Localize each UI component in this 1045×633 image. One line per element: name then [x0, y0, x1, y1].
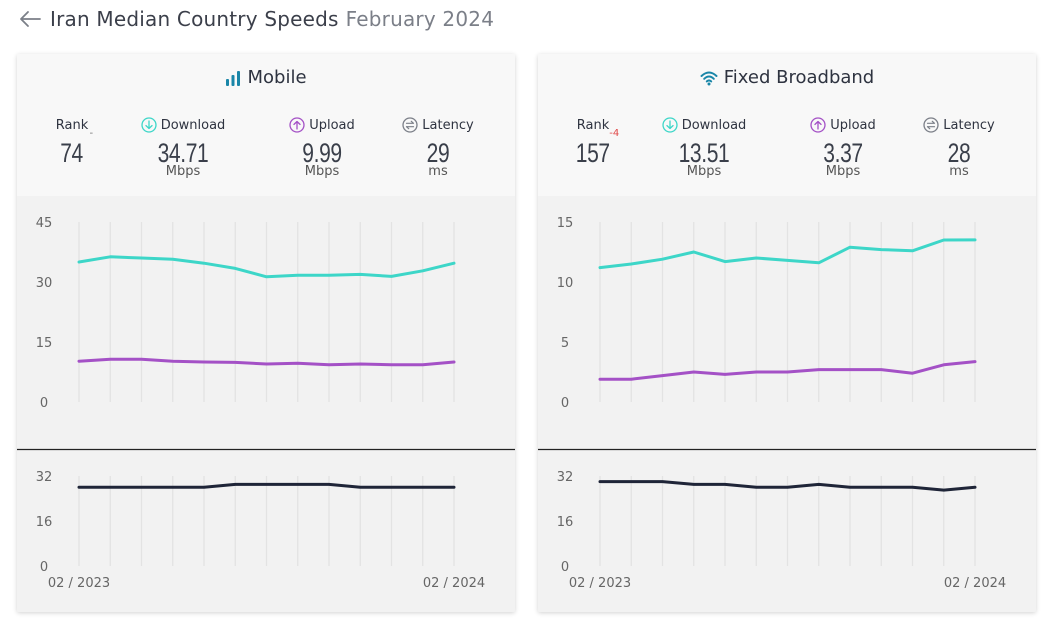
mobile-card: Mobile Rank 74 - Download 34.71 Mbps	[17, 54, 515, 612]
download-icon	[662, 117, 678, 133]
fixed-heading: Fixed Broadband	[538, 67, 1036, 88]
x-tick-label-start: 02 / 2023	[48, 576, 110, 591]
mobile-latency: Latency 29 ms	[383, 116, 493, 179]
latency-y-tick-label: 32	[557, 470, 574, 485]
page-date: February 2024	[345, 7, 495, 31]
fixed-download: Download 13.51 Mbps	[649, 116, 759, 179]
speed-y-tick-label: 0	[40, 396, 48, 411]
signal-bars-icon	[225, 70, 241, 86]
upload-icon	[810, 117, 826, 133]
rank-value: 74	[60, 138, 84, 168]
fixed-upload: Upload 3.37 Mbps	[788, 116, 898, 179]
rank-value: 157	[576, 138, 610, 168]
speed-y-tick-label: 45	[36, 216, 53, 231]
page-title: Iran Median Country Speeds	[50, 7, 339, 31]
latency-series-line	[77, 482, 456, 489]
fixed-rank: Rank 157 -4	[538, 116, 648, 169]
upload-series-line	[598, 360, 977, 381]
mobile-summary: Mobile Rank 74 - Download 34.71 Mbps	[17, 54, 515, 196]
latency-y-tick-label: 32	[36, 470, 53, 485]
speed-y-tick-label: 15	[36, 336, 53, 351]
download-value: 13.51	[678, 138, 730, 168]
download-value: 34.71	[157, 138, 209, 168]
latency-value: 29	[426, 138, 450, 168]
latency-y-tick-label: 0	[561, 560, 569, 575]
upload-label: Upload	[830, 117, 876, 133]
mobile-chart: 0 15 30 45 0 16 32 02 / 2023 02 / 2024	[17, 196, 515, 612]
x-tick-label-start: 02 / 2023	[569, 576, 631, 591]
mobile-download: Download 34.71 Mbps	[128, 116, 238, 179]
mobile-upload: Upload 9.99 Mbps	[267, 116, 377, 179]
download-label: Download	[681, 117, 747, 133]
fixed-title: Fixed Broadband	[723, 67, 875, 88]
latency-unit: ms	[949, 164, 969, 179]
x-tick-label-end: 02 / 2024	[423, 576, 485, 591]
upload-unit: Mbps	[825, 164, 861, 179]
latency-value: 28	[947, 138, 971, 168]
latency-series-line	[598, 480, 977, 492]
rank-label: Rank	[55, 117, 89, 133]
upload-unit: Mbps	[304, 164, 340, 179]
back-arrow-icon[interactable]	[18, 9, 42, 29]
latency-y-tick-label: 16	[557, 515, 574, 530]
mobile-title: Mobile	[247, 67, 307, 88]
download-unit: Mbps	[686, 164, 722, 179]
rank-delta: -4	[609, 128, 620, 139]
latency-unit: ms	[428, 164, 448, 179]
latency-icon	[402, 117, 418, 133]
speed-y-tick-label: 30	[36, 276, 53, 291]
x-tick-label-end: 02 / 2024	[944, 576, 1006, 591]
page-header: Iran Median Country Speeds February 2024	[18, 4, 494, 34]
download-icon	[141, 117, 157, 133]
download-label: Download	[160, 117, 226, 133]
download-series-line	[77, 255, 456, 279]
fixed-summary: Fixed Broadband Rank 157 -4 Download 13.…	[538, 54, 1036, 196]
fixed-latency: Latency 28 ms	[904, 116, 1014, 179]
upload-series-line	[77, 357, 456, 367]
wifi-icon	[700, 70, 718, 86]
fixed-chart: 0 5 10 15 0 16 32 02 / 2023 02 / 2024	[538, 196, 1036, 612]
upload-value: 9.99	[302, 138, 342, 168]
latency-y-tick-label: 0	[40, 560, 48, 575]
latency-icon	[923, 117, 939, 133]
speed-y-tick-label: 10	[557, 276, 574, 291]
download-unit: Mbps	[165, 164, 201, 179]
upload-icon	[289, 117, 305, 133]
latency-y-tick-label: 16	[36, 515, 53, 530]
rank-delta: -	[89, 128, 94, 139]
mobile-heading: Mobile	[17, 67, 515, 88]
latency-label: Latency	[422, 117, 474, 133]
speed-y-tick-label: 0	[561, 396, 569, 411]
upload-label: Upload	[309, 117, 355, 133]
latency-label: Latency	[943, 117, 995, 133]
fixed-broadband-card: Fixed Broadband Rank 157 -4 Download 13.…	[538, 54, 1036, 612]
speed-y-tick-label: 5	[561, 336, 569, 351]
rank-label: Rank	[576, 117, 610, 133]
upload-value: 3.37	[823, 138, 863, 168]
download-series-line	[598, 238, 977, 270]
mobile-rank: Rank 74 -	[17, 116, 127, 169]
speed-y-tick-label: 15	[557, 216, 574, 231]
